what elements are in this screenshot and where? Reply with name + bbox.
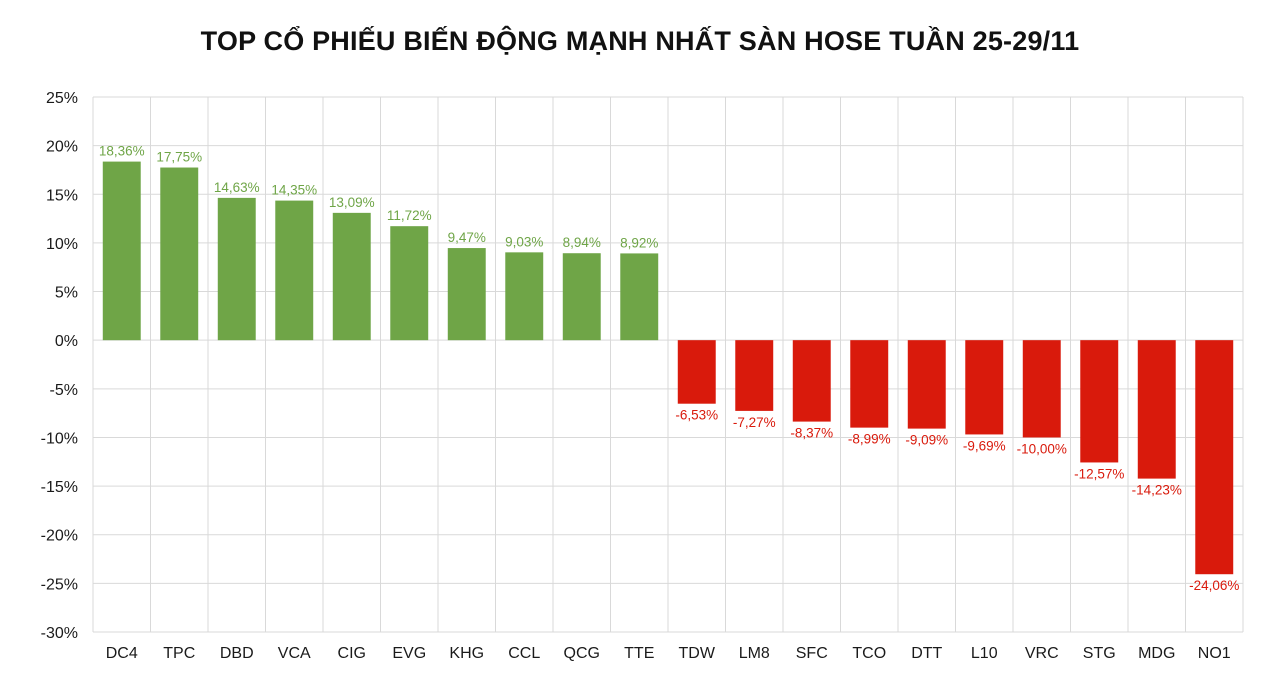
data-label: -9,69% <box>963 438 1006 453</box>
x-tick-label: DBD <box>220 645 254 662</box>
y-tick-label: -30% <box>41 625 78 642</box>
data-label: 8,94% <box>563 235 601 250</box>
bar-no1 <box>1195 340 1234 575</box>
bar-stg <box>1080 340 1119 463</box>
bar-cig <box>332 212 371 341</box>
y-tick-label: 15% <box>46 187 78 204</box>
x-tick-label: KHG <box>449 645 484 662</box>
y-tick-label: 25% <box>46 90 78 107</box>
chart-title: TOP CỔ PHIẾU BIẾN ĐỘNG MẠNH NHẤT SÀN HOS… <box>200 26 1080 56</box>
bar-vca <box>275 200 314 341</box>
data-label: -10,00% <box>1017 441 1067 456</box>
x-tick-label: QCG <box>564 645 600 662</box>
bar-sfc <box>792 340 831 422</box>
x-tick-label: VRC <box>1025 645 1059 662</box>
y-tick-label: -20% <box>41 528 78 545</box>
y-tick-label: -5% <box>50 382 78 399</box>
x-tick-label: DTT <box>911 645 942 662</box>
x-tick-label: VCA <box>278 645 311 662</box>
data-label: -6,53% <box>675 408 718 423</box>
x-tick-label: CCL <box>508 645 540 662</box>
y-tick-label: 10% <box>46 236 78 253</box>
y-tick-label: 0% <box>55 333 78 350</box>
y-tick-label: 5% <box>55 285 78 302</box>
x-tick-label: TPC <box>163 645 195 662</box>
x-axis: DC4 TPC DBD VCA CIG EVG KHG CCL QCG TTE TDW LM8 SFC T… <box>106 645 1231 662</box>
data-label: 14,63% <box>214 180 260 195</box>
bar-tdw <box>677 340 716 404</box>
data-label: 9,03% <box>505 234 543 249</box>
x-tick-label: L10 <box>971 645 998 662</box>
bar-dc4 <box>102 161 141 341</box>
data-label: -8,99% <box>848 432 891 447</box>
data-label: -12,57% <box>1074 466 1124 481</box>
x-tick-label: TCO <box>852 645 886 662</box>
data-label: 11,72% <box>387 208 432 223</box>
bar-l10 <box>965 340 1004 435</box>
y-tick-label: -10% <box>41 430 78 447</box>
grid-layer <box>92 96 1244 633</box>
data-label: 9,47% <box>448 230 486 245</box>
bar-tco <box>850 340 889 428</box>
data-label: -14,23% <box>1132 483 1182 498</box>
x-tick-label: SFC <box>796 645 828 662</box>
x-tick-label: TDW <box>679 645 716 662</box>
x-tick-label: CIG <box>338 645 366 662</box>
y-tick-label: 20% <box>46 139 78 156</box>
bar-evg <box>390 226 429 341</box>
data-label: -9,09% <box>905 433 948 448</box>
data-label: -8,37% <box>790 426 833 441</box>
x-tick-label: MDG <box>1138 645 1175 662</box>
bar-tpc <box>160 167 199 341</box>
data-label: 14,35% <box>271 183 317 198</box>
data-labels: 18,36% 17,75% 14,63% 14,35% 13,09% 11,72% 9,47… <box>99 144 1240 594</box>
x-tick-label: NO1 <box>1198 645 1231 662</box>
x-tick-label: EVG <box>392 645 426 662</box>
bar-khg <box>447 248 486 341</box>
y-axis: 25% 20% 15% 10% 5% 0% -5% -10% -15% -20% -25% -30% <box>41 90 78 642</box>
y-tick-label: -15% <box>41 479 78 496</box>
bar-mdg <box>1137 340 1176 479</box>
bars <box>102 161 1234 575</box>
x-tick-label: STG <box>1083 645 1116 662</box>
data-label: 18,36% <box>99 144 145 159</box>
bar-qcg <box>562 253 601 341</box>
x-tick-label: LM8 <box>739 645 770 662</box>
data-label: 17,75% <box>156 150 202 165</box>
data-label: -24,06% <box>1189 578 1239 593</box>
bar-dbd <box>217 197 256 341</box>
bar-tte <box>620 253 659 341</box>
y-tick-label: -25% <box>41 576 78 593</box>
x-tick-label: DC4 <box>106 645 138 662</box>
data-label: -7,27% <box>733 415 776 430</box>
data-label: 8,92% <box>620 235 658 250</box>
bar-dtt <box>907 340 946 429</box>
bar-ccl <box>505 252 544 341</box>
bar-vrc <box>1022 340 1061 438</box>
bar-lm8 <box>735 340 774 411</box>
x-tick-label: TTE <box>624 645 654 662</box>
data-label: 13,09% <box>329 195 375 210</box>
